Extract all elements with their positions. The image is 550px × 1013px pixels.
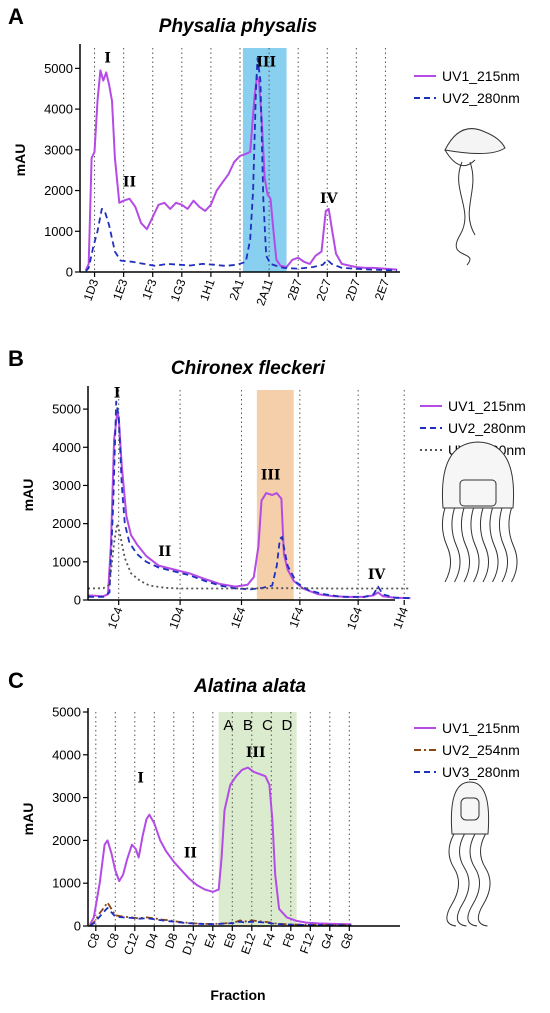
x-tick-label: 1E4 bbox=[228, 605, 249, 630]
legend-entry: UV2_280nm bbox=[442, 90, 520, 106]
peak-label: IV bbox=[368, 567, 387, 583]
x-tick-label: E8 bbox=[221, 931, 239, 950]
x-tick-label: C8 bbox=[104, 931, 123, 951]
series-line-uv2_280nm bbox=[85, 57, 398, 272]
x-tick-label: F8 bbox=[280, 931, 298, 949]
y-tick-label: 1000 bbox=[44, 224, 73, 239]
peak-label: III bbox=[261, 468, 281, 484]
jellyfish-illustration-icon bbox=[446, 781, 491, 927]
legend-entry: UV2_254nm bbox=[442, 742, 520, 758]
x-tick-label: 1E3 bbox=[110, 277, 131, 302]
x-tick-label: 1H4 bbox=[390, 605, 411, 631]
y-axis-label: mAU bbox=[20, 803, 36, 836]
x-tick-label: G8 bbox=[337, 931, 356, 951]
series-line-uv2_280nm bbox=[88, 400, 411, 599]
legend-entry: UV3_280nm bbox=[442, 764, 520, 780]
y-tick-label: 0 bbox=[66, 265, 73, 280]
jellyfish-illustration-icon bbox=[444, 128, 506, 266]
panel-letter: A bbox=[8, 4, 24, 29]
peak-label: III bbox=[256, 54, 276, 70]
chart-title: Chironex fleckeri bbox=[171, 358, 326, 379]
x-tick-label: E12 bbox=[238, 931, 259, 956]
x-tick-label: 2C7 bbox=[313, 277, 334, 303]
region-sublabel: A bbox=[223, 717, 233, 734]
x-axis-label: Fraction bbox=[210, 987, 265, 1003]
chart-panel-b: B Chironex fleckeri 0 1000 2000 3000 4000 5000 m… bbox=[8, 346, 526, 631]
x-tick-label: F12 bbox=[297, 931, 317, 956]
x-tick-label: 1F4 bbox=[286, 605, 306, 630]
x-tick-label: 1D3 bbox=[81, 277, 102, 303]
peak-label: I bbox=[104, 50, 111, 66]
legend-entry: UV2_280nm bbox=[448, 420, 526, 436]
peak-label: IV bbox=[320, 191, 339, 207]
x-tick-label: 2B7 bbox=[285, 277, 306, 302]
x-tick-label: 1G3 bbox=[168, 277, 189, 303]
x-tick-label: 2A11 bbox=[253, 277, 276, 308]
y-tick-label: 3000 bbox=[52, 478, 81, 493]
y-tick-label: 2000 bbox=[44, 183, 73, 198]
series-line-uv3_330nm bbox=[87, 522, 411, 590]
y-tick-label: 0 bbox=[74, 593, 81, 608]
x-tick-label: D4 bbox=[143, 931, 162, 951]
y-tick-label: 5000 bbox=[52, 705, 81, 720]
region-sublabel: B bbox=[243, 717, 253, 734]
y-tick-label: 4000 bbox=[44, 102, 73, 117]
y-tick-label: 4000 bbox=[52, 440, 81, 455]
y-axis-label: mAU bbox=[12, 144, 28, 177]
x-tick-label: 2D7 bbox=[342, 277, 363, 303]
x-tick-label: E4 bbox=[201, 931, 219, 950]
peak-label: I bbox=[137, 771, 144, 787]
legend-entry: UV1_215nm bbox=[442, 720, 520, 736]
y-tick-label: 2000 bbox=[52, 516, 81, 531]
y-tick-label: 3000 bbox=[52, 790, 81, 805]
y-tick-label: 1000 bbox=[52, 554, 81, 569]
region-sublabel: D bbox=[281, 717, 292, 734]
y-axis-label: mAU bbox=[20, 479, 36, 512]
series-line-uv1_215nm bbox=[89, 766, 352, 926]
x-tick-label: 1F3 bbox=[139, 277, 159, 302]
chart-panel-c: C Alatina alata 0 1000 2000 3000 4000 5000 mAU C8… bbox=[8, 668, 520, 1003]
highlight-band bbox=[218, 712, 297, 926]
y-tick-label: 5000 bbox=[44, 61, 73, 76]
x-tick-label: D8 bbox=[162, 931, 181, 951]
x-tick-label: F4 bbox=[260, 931, 278, 949]
x-tick-label: D12 bbox=[179, 931, 200, 957]
series-line-uv3_280nm bbox=[89, 907, 352, 927]
legend-entry: UV1_215nm bbox=[448, 398, 526, 414]
x-tick-label: 1C4 bbox=[105, 605, 126, 631]
region-sublabel: C bbox=[262, 717, 273, 734]
jellyfish-illustration-icon bbox=[441, 441, 518, 583]
x-tick-label: 2A1 bbox=[226, 277, 247, 302]
y-tick-label: 3000 bbox=[44, 142, 73, 157]
series-line-uv1_215nm bbox=[87, 411, 411, 600]
peak-label: II bbox=[123, 174, 136, 190]
y-tick-label: 4000 bbox=[52, 747, 81, 762]
x-tick-label: C12 bbox=[121, 931, 142, 957]
y-tick-label: 0 bbox=[74, 919, 81, 934]
peak-label: III bbox=[246, 745, 266, 761]
chart-title: Physalia physalis bbox=[159, 16, 317, 37]
y-tick-label: 2000 bbox=[52, 833, 81, 848]
x-tick-label: C8 bbox=[84, 931, 103, 951]
x-tick-label: G4 bbox=[318, 931, 337, 951]
peak-label: II bbox=[158, 544, 171, 560]
chart-title: Alatina alata bbox=[193, 676, 306, 697]
x-tick-label: 1G4 bbox=[344, 605, 365, 631]
y-tick-label: 1000 bbox=[52, 876, 81, 891]
panel-letter: B bbox=[8, 346, 24, 371]
legend-entry: UV1_215nm bbox=[442, 68, 520, 84]
y-tick-label: 5000 bbox=[52, 402, 81, 417]
peak-label: II bbox=[184, 846, 197, 862]
x-tick-label: 1H1 bbox=[197, 277, 218, 303]
panel-letter: C bbox=[8, 668, 24, 693]
series-line-uv1_215nm bbox=[84, 69, 398, 271]
x-tick-label: 1D4 bbox=[166, 605, 187, 631]
x-tick-label: 2E7 bbox=[372, 277, 393, 302]
chart-panel-a: A Physalia physalis 0 1000 2000 3000 4000 5000 m… bbox=[8, 4, 520, 308]
peak-label: I bbox=[114, 386, 121, 402]
